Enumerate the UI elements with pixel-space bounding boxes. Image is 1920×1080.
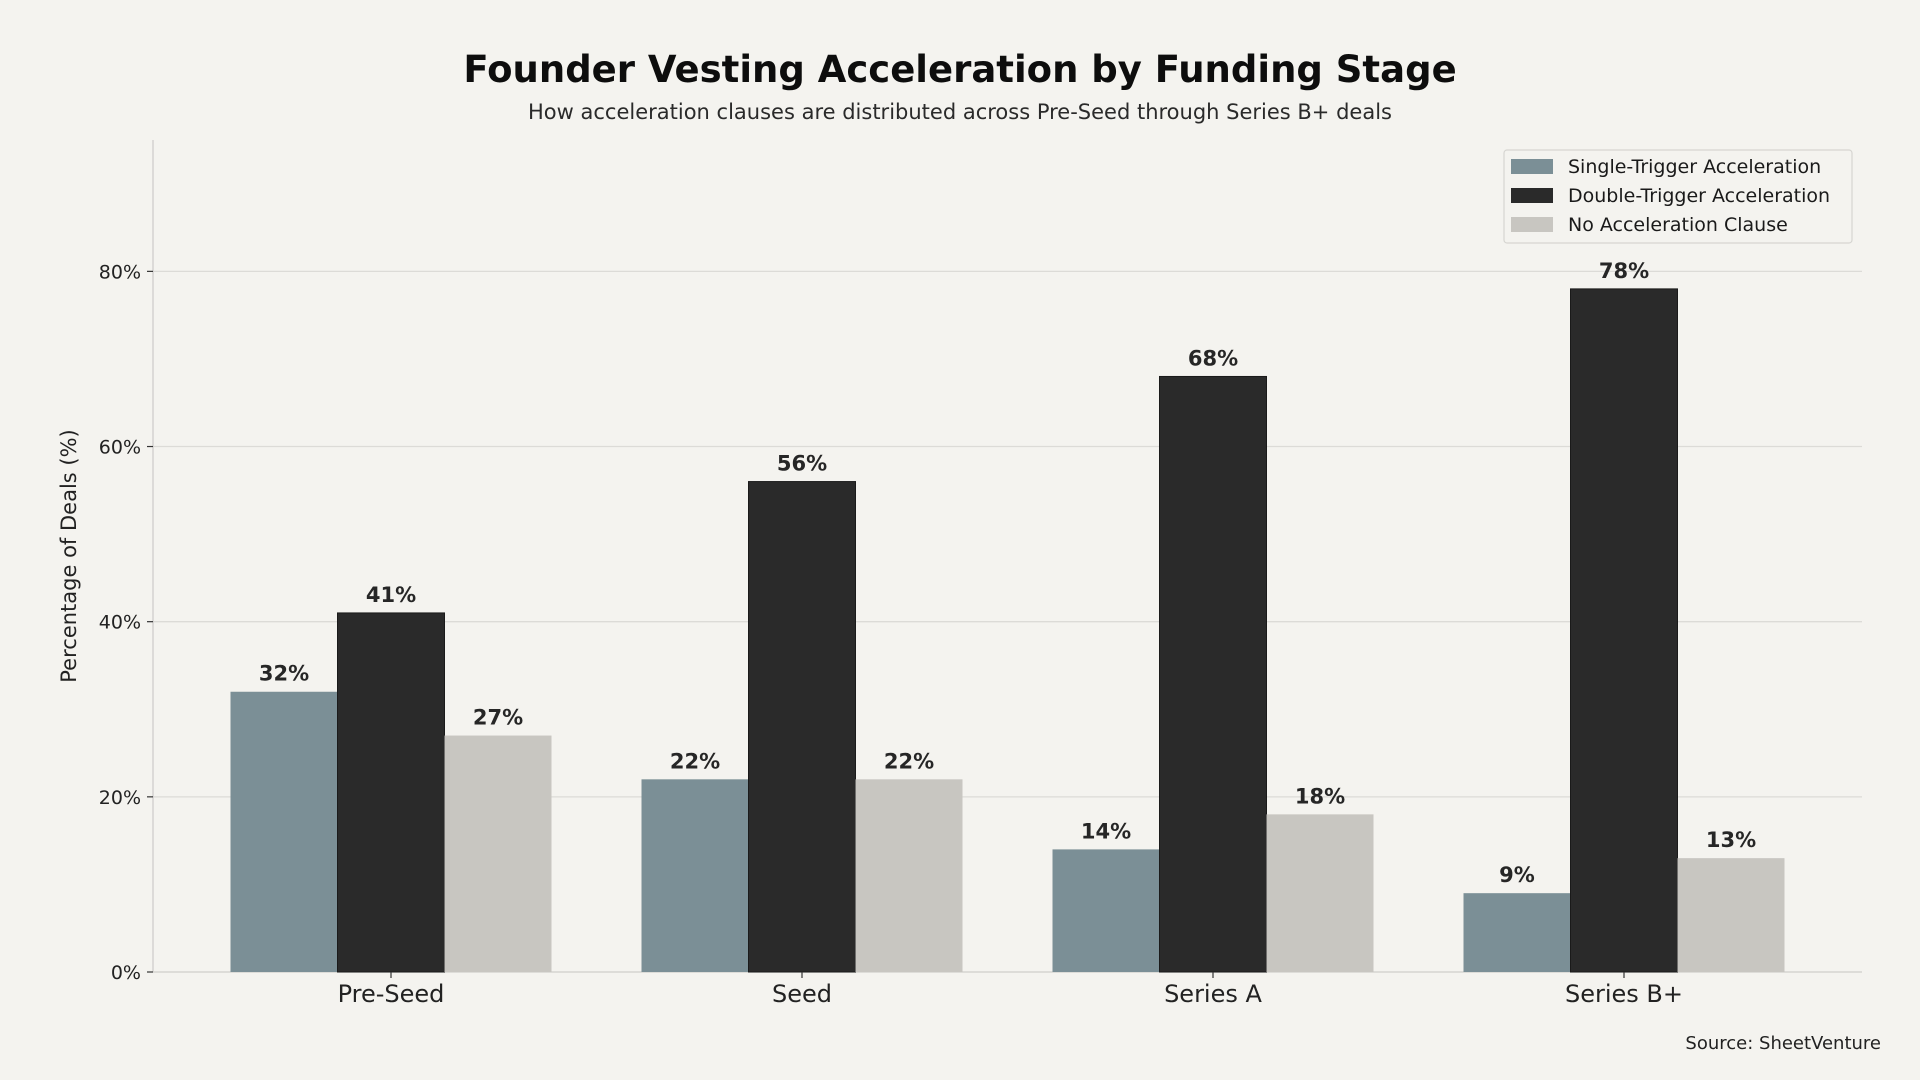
y-axis-ticks: 0% 20% 40% 60% 80%: [99, 261, 153, 984]
bar-value-label: 9%: [1499, 863, 1535, 887]
legend-swatch: [1511, 159, 1553, 174]
y-tick-label: 20%: [99, 787, 141, 809]
y-tick-label: 0%: [111, 962, 141, 984]
legend-label: Double-Trigger Acceleration: [1568, 185, 1830, 207]
legend-swatch: [1511, 217, 1553, 232]
bar: [855, 779, 963, 972]
bar-value-label: 68%: [1188, 346, 1238, 370]
legend-frame: [1503, 149, 1853, 244]
bar-value-label: 22%: [670, 749, 720, 773]
bar: [1677, 858, 1785, 972]
chart-title: Founder Vesting Acceleration by Funding …: [463, 48, 1456, 91]
x-tick-label: Seed: [772, 980, 832, 1008]
bar: [337, 612, 445, 973]
bar: [1463, 893, 1571, 972]
legend-label: No Acceleration Clause: [1568, 214, 1788, 236]
bar: [748, 481, 856, 973]
y-axis-label: Percentage of Deals (%): [57, 429, 81, 682]
bar: [444, 735, 552, 972]
bar: [641, 779, 749, 972]
bar-value-label: 27%: [473, 706, 523, 730]
bar: [1159, 375, 1267, 973]
bar-value-label: 13%: [1706, 828, 1756, 852]
bar: [1266, 814, 1374, 972]
bar: [230, 691, 338, 972]
chart-subtitle: How acceleration clauses are distributed…: [528, 100, 1392, 124]
bar: [1570, 288, 1678, 973]
x-tick-label: Pre-Seed: [338, 980, 445, 1008]
y-tick-label: 40%: [99, 612, 141, 634]
bar-value-label: 41%: [366, 583, 416, 607]
bar-value-label: 56%: [777, 452, 827, 476]
bar-value-label: 22%: [884, 749, 934, 773]
y-tick-label: 80%: [99, 261, 141, 283]
x-axis-ticks: Pre-Seed Seed Series A Series B+: [338, 972, 1683, 1008]
bar-value-label: 32%: [259, 662, 309, 686]
bar-value-label: 14%: [1081, 819, 1131, 843]
x-tick-label: Series A: [1164, 980, 1262, 1008]
legend-swatch: [1511, 188, 1553, 203]
legend: Single-Trigger Acceleration Double-Trigge…: [1503, 149, 1853, 244]
x-tick-label: Series B+: [1565, 980, 1683, 1008]
value-labels: 32% 41% 27% 22% 56% 22% 14% 68% 18% 9% 78% 13%: [259, 259, 1756, 887]
legend-label: Single-Trigger Acceleration: [1568, 156, 1821, 178]
source-note: Source: SheetVenture: [1685, 1033, 1881, 1054]
bars: [230, 288, 1785, 973]
bar-value-label: 18%: [1295, 784, 1345, 808]
y-tick-label: 60%: [99, 437, 141, 459]
bar-value-label: 78%: [1599, 259, 1649, 283]
bar: [1052, 849, 1160, 972]
